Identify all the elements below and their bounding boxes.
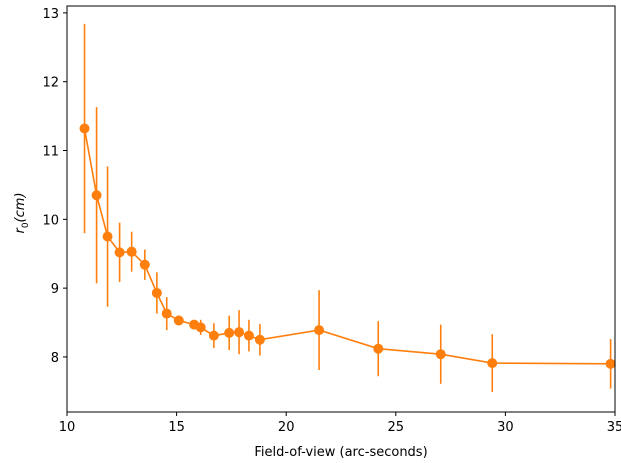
x-tick-label: 15 [168, 420, 185, 435]
data-point [195, 322, 206, 333]
y-tick-label: 11 [42, 145, 59, 160]
data-points [79, 123, 616, 369]
data-point [243, 330, 254, 341]
data-point [139, 259, 150, 270]
x-axis-label: Field-of-view (arc-seconds) [254, 445, 427, 460]
data-point [208, 330, 219, 341]
x-tick-label: 25 [388, 420, 405, 435]
plot-background [67, 6, 615, 412]
y-tick-label: 13 [42, 7, 59, 22]
y-axis-label-sub: 0 [21, 222, 31, 228]
data-point [102, 231, 113, 242]
data-point [161, 308, 172, 319]
data-point [173, 315, 184, 326]
data-point [224, 327, 235, 338]
data-point [234, 327, 245, 338]
y-tick-label: 12 [42, 76, 59, 91]
data-point [605, 358, 616, 369]
y-tick-label: 9 [51, 282, 59, 297]
data-point [314, 325, 325, 336]
x-tick-label: 10 [59, 420, 76, 435]
y-axis-label-main: r [13, 227, 28, 234]
data-point [487, 358, 498, 369]
data-point [126, 246, 137, 257]
data-point [91, 190, 102, 201]
data-point [435, 349, 446, 360]
plot-frame [66, 5, 616, 413]
data-point [79, 123, 90, 134]
y-tick-label: 8 [51, 351, 59, 366]
y-axis-label-rest: (cm) [13, 192, 28, 222]
axis-ticks: 10 15 20 25 30 35 8 9 10 11 12 13 [42, 7, 621, 435]
data-point [254, 334, 265, 345]
y-axis-label: r0(cm) [13, 192, 31, 233]
data-point [114, 247, 125, 258]
x-tick-label: 35 [607, 420, 621, 435]
x-tick-label: 20 [278, 420, 295, 435]
data-point [373, 343, 384, 354]
x-tick-label: 30 [497, 420, 514, 435]
data-point [151, 287, 162, 298]
y-tick-label: 10 [42, 213, 59, 228]
